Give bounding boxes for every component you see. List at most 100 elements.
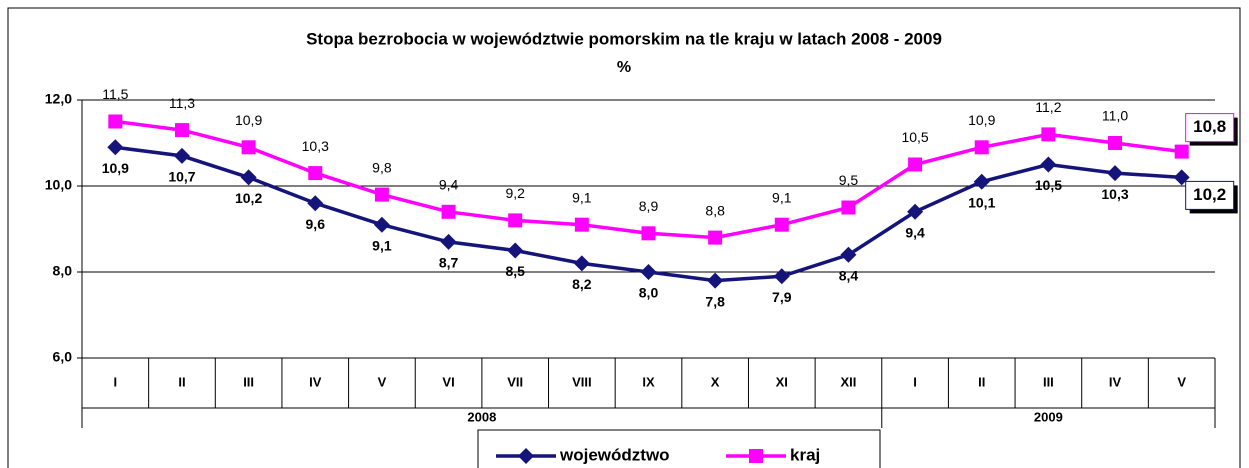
data-label: 10,5 [901, 129, 928, 145]
data-label: 11,0 [1102, 108, 1128, 124]
marker [173, 147, 190, 164]
data-label: 10,1 [968, 194, 995, 210]
x-tick-label: V [378, 374, 387, 389]
group-label: 2009 [1034, 409, 1063, 424]
marker [640, 264, 657, 280]
x-tick-label: X [711, 374, 720, 389]
x-tick-label: IV [309, 374, 322, 389]
marker [774, 217, 789, 232]
y-tick-label: 8,0 [53, 263, 73, 279]
x-tick-label: IV [1109, 374, 1122, 389]
marker [840, 246, 857, 263]
marker [174, 123, 189, 138]
data-label: 8,2 [572, 276, 592, 292]
data-label: 10,8 [1193, 117, 1226, 136]
marker [307, 195, 324, 212]
marker [1041, 127, 1056, 142]
marker [707, 272, 724, 289]
data-label: 11,3 [169, 95, 195, 111]
marker [908, 157, 923, 172]
data-label: 8,4 [839, 268, 859, 284]
x-tick-label: VI [442, 374, 454, 389]
x-tick-label: XII [840, 374, 856, 389]
y-tick-label: 10,0 [45, 177, 72, 193]
marker [1107, 165, 1124, 182]
marker [374, 187, 389, 202]
marker [973, 173, 990, 190]
data-label: 10,3 [302, 138, 329, 154]
marker [507, 242, 524, 259]
legend-marker [749, 449, 763, 463]
data-label: 10,7 [168, 169, 195, 185]
x-tick-label: I [913, 374, 917, 389]
legend-label: kraj [790, 445, 820, 464]
data-label: 8,7 [439, 255, 459, 271]
x-tick-label: II [178, 374, 185, 389]
data-label: 9,2 [505, 185, 525, 201]
marker [573, 255, 590, 272]
marker [441, 204, 456, 219]
data-label: 9,1 [772, 189, 792, 205]
y-tick-label: 12,0 [45, 91, 72, 107]
data-label: 10,5 [1035, 177, 1062, 193]
marker [108, 114, 123, 129]
marker [974, 140, 989, 155]
data-label: 8,9 [639, 198, 659, 214]
x-tick-label: VIII [572, 374, 592, 389]
marker [508, 213, 523, 228]
data-label: 8,8 [705, 202, 725, 218]
data-label: 10,9 [968, 112, 995, 128]
data-label: 9,4 [439, 177, 459, 193]
marker [107, 139, 124, 156]
data-label: 8,0 [639, 285, 659, 301]
label-box [1185, 180, 1235, 210]
data-label: 11,5 [102, 86, 128, 102]
marker [841, 200, 856, 215]
chart-title: Stopa bezrobocia w województwie pomorski… [306, 29, 942, 48]
marker [308, 166, 323, 181]
x-tick-label: III [243, 374, 254, 389]
y-tick-label: 6,0 [53, 349, 73, 365]
marker [240, 169, 257, 186]
chart-subtitle: % [617, 59, 631, 76]
data-label: 9,5 [839, 172, 859, 188]
data-label: 10,2 [235, 190, 262, 206]
marker [1174, 144, 1189, 159]
data-label: 7,9 [772, 289, 792, 305]
data-label: 10,2 [1193, 185, 1226, 204]
x-tick-label: II [978, 374, 985, 389]
legend-box [477, 429, 881, 468]
group-label: 2008 [467, 409, 496, 424]
chart-border [7, 7, 1241, 468]
marker [1108, 136, 1123, 150]
marker [773, 268, 790, 285]
data-label: 9,6 [306, 216, 326, 232]
legend-marker [518, 448, 534, 464]
data-label: 9,1 [572, 189, 592, 205]
marker [708, 230, 723, 245]
data-label: 7,8 [705, 293, 725, 309]
data-label: 11,2 [1035, 99, 1061, 115]
marker [373, 216, 390, 233]
label-box [1185, 113, 1235, 143]
data-label: 9,4 [905, 225, 925, 241]
data-label: 8,5 [505, 263, 525, 279]
marker [574, 217, 589, 232]
marker [907, 203, 924, 220]
marker [440, 233, 457, 250]
marker [641, 226, 656, 241]
data-label: 10,9 [102, 160, 129, 176]
data-label: 10,9 [235, 112, 262, 128]
marker [1040, 156, 1057, 173]
data-label: 10,3 [1101, 186, 1128, 202]
x-tick-label: I [114, 374, 118, 389]
x-tick-label: IX [642, 374, 655, 389]
marker [241, 140, 256, 155]
x-tick-label: III [1043, 374, 1054, 389]
x-tick-label: XI [776, 374, 788, 389]
legend-label: województwo [559, 445, 670, 464]
x-tick-label: V [1177, 374, 1186, 389]
x-tick-label: VII [507, 374, 523, 389]
data-label: 9,1 [372, 237, 392, 253]
